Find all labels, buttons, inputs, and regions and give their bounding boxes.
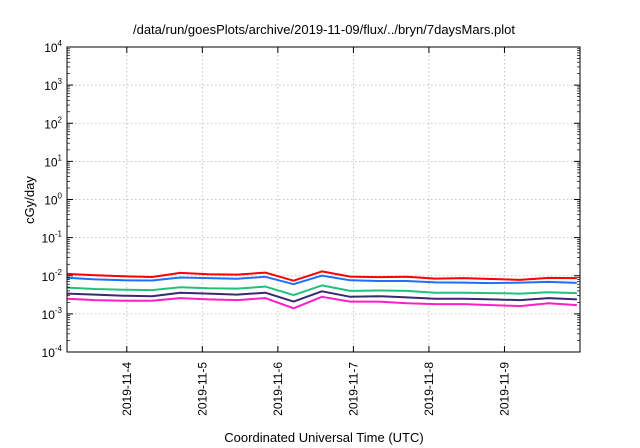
x-tick-label: 2019-11-7 — [346, 362, 360, 416]
x-tick-label: 2019-11-5 — [195, 362, 209, 416]
y-tick-label: 10-1 — [42, 230, 63, 246]
x-axis: 2019-11-4 2019-11-5 2019-11-6 2019-11-7 2019… — [120, 47, 511, 416]
y-tick-label: 100 — [44, 192, 62, 208]
series-line-1 — [66, 270, 577, 282]
y-axis: 10-4 10-3 10-2 10-1 100 101 102 103 104 — [42, 39, 580, 360]
series-line-2 — [66, 274, 577, 286]
x-axis-label: Coordinated Universal Time (UTC) — [224, 430, 423, 445]
y-tick-label: 102 — [44, 115, 62, 131]
y-axis-label: cGy/day — [22, 176, 37, 224]
y-tick-label: 10-2 — [42, 268, 63, 284]
series-line-4 — [66, 290, 577, 303]
y-tick-label: 104 — [44, 39, 62, 55]
series-line-5 — [66, 295, 577, 310]
series-line-3 — [66, 284, 577, 297]
chart-title: /data/run/goesPlots/archive/2019-11-09/f… — [133, 22, 515, 37]
series-lines — [66, 270, 577, 310]
y-tick-label: 10-4 — [42, 344, 63, 360]
y-tick-label: 103 — [44, 77, 62, 93]
x-tick-label: 2019-11-6 — [271, 362, 285, 416]
x-tick-label: 2019-11-9 — [497, 362, 511, 416]
y-tick-label: 10-3 — [42, 306, 63, 322]
y-tick-label: 101 — [44, 153, 62, 169]
x-tick-label: 2019-11-4 — [120, 362, 134, 416]
x-tick-label: 2019-11-8 — [422, 362, 436, 416]
